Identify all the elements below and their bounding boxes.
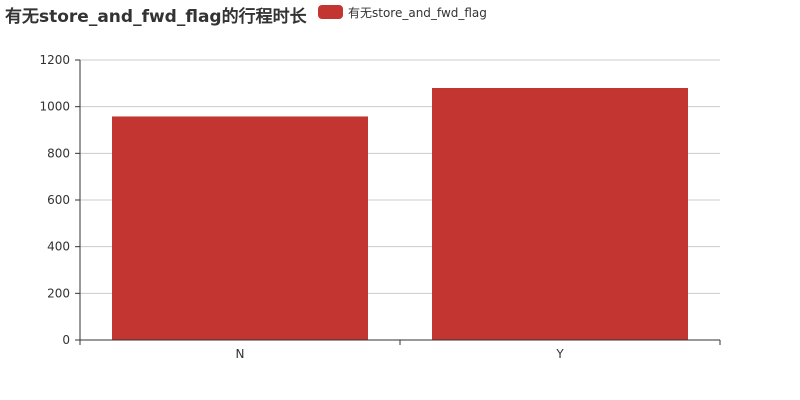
legend[interactable]: 有无store_and_fwd_flag bbox=[318, 5, 487, 20]
y-tick-label: 0 bbox=[62, 333, 70, 347]
legend-swatch[interactable] bbox=[318, 5, 343, 19]
y-tick-label: 1000 bbox=[39, 100, 70, 114]
y-tick-label: 400 bbox=[47, 240, 70, 254]
axes bbox=[75, 59, 721, 345]
y-tick-label: 1200 bbox=[39, 53, 70, 67]
y-tick-label: 800 bbox=[47, 146, 70, 160]
bars bbox=[112, 88, 688, 340]
tick-labels: 0 200 400 600 800 1000 1200 N Y bbox=[39, 53, 564, 361]
x-tick-label: Y bbox=[555, 347, 564, 361]
legend-label[interactable]: 有无store_and_fwd_flag bbox=[348, 6, 487, 20]
y-tick-label: 200 bbox=[47, 286, 70, 300]
x-tick-label: N bbox=[236, 347, 245, 361]
bar-N[interactable] bbox=[112, 116, 368, 340]
bar-Y[interactable] bbox=[432, 88, 688, 340]
y-tick-label: 600 bbox=[47, 193, 70, 207]
chart-title: 有无store_and_fwd_flag的行程时长 bbox=[5, 6, 308, 27]
